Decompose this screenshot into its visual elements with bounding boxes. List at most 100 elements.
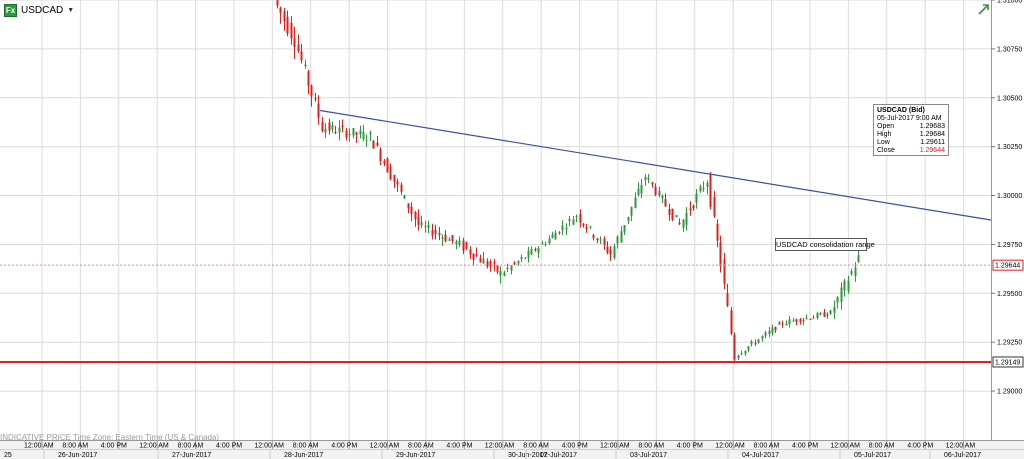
candle-body [781, 323, 784, 325]
candle-body [317, 103, 320, 118]
candle-body [352, 128, 355, 136]
candle-body [836, 296, 839, 303]
candle-body [664, 199, 667, 207]
price-tick-label: 1.31000 [997, 0, 1022, 5]
candle-body [548, 238, 551, 244]
time-tick-label: 8:00 AM [293, 443, 319, 450]
candle-body [675, 215, 678, 218]
candle-body [702, 187, 705, 190]
candle-body [826, 314, 829, 316]
candle-body [458, 240, 461, 245]
date-label: 28-Jun-2017 [284, 452, 323, 459]
time-tick-label: 12:00 AM [139, 443, 169, 450]
candle-body [558, 231, 561, 233]
candle-body [596, 238, 599, 241]
candle-body [290, 23, 293, 39]
candle-body [341, 125, 344, 128]
candle-body [692, 205, 695, 209]
candle-body [345, 130, 348, 138]
candle-body [572, 219, 575, 225]
candle-body [386, 158, 389, 173]
date-label: 26-Jun-2017 [58, 452, 97, 459]
candle-body [699, 186, 702, 192]
candle-body [554, 232, 557, 240]
ohlc-info-box: USDCAD (Bid) 05-Jul-2017 9:00 AM Open 1.2… [873, 104, 949, 156]
candle-body [496, 265, 499, 273]
candle-body [805, 317, 808, 319]
candle-body [486, 261, 489, 267]
price-label: 1.29149 [995, 359, 1020, 366]
price-label-box [992, 356, 1024, 368]
candle-body [407, 203, 410, 209]
candle-body [606, 246, 609, 253]
candle-body [812, 317, 815, 319]
candle-body [479, 257, 482, 263]
info-row-high: High 1.29684 [877, 131, 945, 139]
candle-body [359, 130, 362, 135]
candle-body [654, 186, 657, 195]
candle-body [854, 267, 857, 277]
candle-body [744, 350, 747, 354]
candle-body [506, 267, 509, 269]
candle-body [544, 244, 547, 246]
candle-body [695, 193, 698, 203]
chevron-down-icon[interactable]: ▼ [67, 6, 75, 14]
candle-body [637, 188, 640, 195]
date-label: 05-Jul-2017 [854, 452, 891, 459]
candle-body [823, 312, 826, 317]
time-tick-label: 12:00 AM [715, 443, 745, 450]
candle-body [809, 318, 812, 320]
price-tick-label: 1.29500 [997, 291, 1022, 298]
candle-body [723, 259, 726, 284]
candle-body [293, 38, 296, 48]
time-tick-label: 8:00 AM [869, 443, 895, 450]
info-date: 05-Jul-2017 9:00 AM [877, 115, 942, 122]
candle-body [403, 195, 406, 199]
candle-body [771, 327, 774, 333]
candle-body [365, 140, 368, 142]
candle-body [592, 234, 595, 239]
info-row-low: Low 1.29611 [877, 139, 945, 147]
price-label: 1.29644 [995, 263, 1020, 270]
candle-body [671, 208, 674, 220]
candle-body [300, 51, 303, 61]
candle-body [520, 257, 523, 260]
time-tick-label: 8:00 AM [408, 443, 434, 450]
candle-body [424, 226, 427, 228]
candle-body [640, 184, 643, 194]
candle-body [279, 7, 282, 13]
time-tick-label: 12:00 AM [600, 443, 630, 450]
candle-body [331, 125, 334, 130]
candle-body [448, 239, 451, 241]
candle-body [816, 313, 819, 318]
price-tick-label: 1.29750 [997, 242, 1022, 249]
consolidation-annotation[interactable]: USDCAD consolidation range [775, 238, 875, 251]
candle-body [792, 320, 795, 322]
candle-body [634, 197, 637, 208]
candle-body [579, 214, 582, 223]
candle-body [396, 181, 399, 185]
candle-body [414, 211, 417, 220]
candle-body [482, 258, 485, 264]
price-tick-label: 1.30750 [997, 46, 1022, 53]
trend-up-icon[interactable] [978, 3, 990, 15]
candle-body [534, 248, 537, 251]
date-label: 06-Jul-2017 [944, 452, 981, 459]
candle-body [599, 239, 602, 241]
candle-body [328, 122, 331, 131]
candle-body [568, 219, 571, 222]
candle-body [709, 174, 712, 207]
candle-body [585, 227, 588, 230]
info-title: USDCAD (Bid) [877, 107, 925, 114]
candle-body [410, 206, 413, 214]
candle-body [761, 336, 764, 339]
candle-body [499, 271, 502, 276]
candle-body [472, 253, 475, 260]
candle-body [527, 250, 530, 258]
candle-body [682, 219, 685, 228]
candle-body [530, 248, 533, 255]
candle-body [389, 166, 392, 180]
symbol-label[interactable]: USDCAD [21, 4, 64, 16]
fx-app-icon: Fx [4, 3, 17, 17]
